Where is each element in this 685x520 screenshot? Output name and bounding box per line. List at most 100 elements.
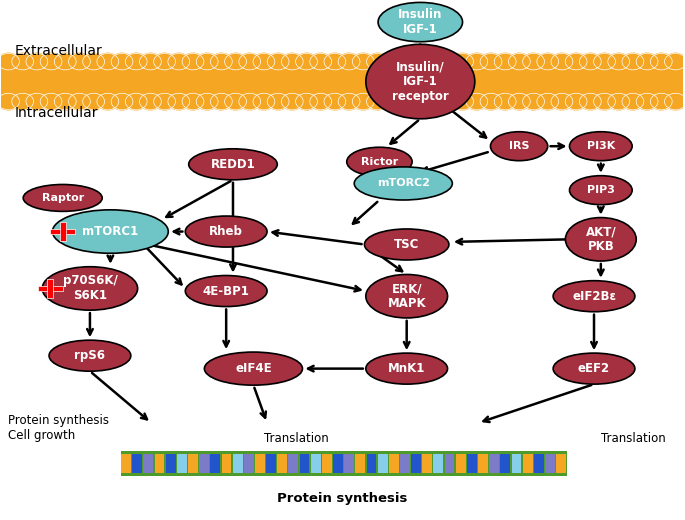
Circle shape	[622, 54, 644, 70]
Bar	[51, 229, 75, 234]
Circle shape	[338, 54, 360, 70]
Circle shape	[495, 54, 516, 70]
Bar	[1, 58, 682, 105]
Circle shape	[12, 54, 34, 70]
Circle shape	[54, 54, 76, 70]
Circle shape	[338, 93, 360, 110]
Circle shape	[366, 54, 388, 70]
Bar	[456, 454, 466, 473]
Circle shape	[324, 93, 346, 110]
Text: Insulin/
IGF-1
receptor: Insulin/ IGF-1 receptor	[392, 60, 449, 103]
Circle shape	[140, 93, 161, 110]
Bar	[345, 454, 354, 473]
Text: rpS6: rpS6	[75, 349, 105, 362]
Circle shape	[466, 93, 488, 110]
Bar	[166, 454, 175, 473]
Circle shape	[296, 93, 317, 110]
Circle shape	[153, 93, 175, 110]
Circle shape	[508, 54, 530, 70]
Circle shape	[12, 93, 34, 110]
Circle shape	[395, 93, 416, 110]
Circle shape	[267, 54, 289, 70]
Circle shape	[40, 54, 62, 70]
Text: AKT/
PKB: AKT/ PKB	[586, 225, 616, 253]
Text: Protein synthesis: Protein synthesis	[277, 492, 407, 505]
Bar	[121, 451, 566, 476]
Ellipse shape	[569, 176, 632, 205]
Circle shape	[253, 93, 275, 110]
Circle shape	[565, 93, 587, 110]
Bar	[60, 222, 66, 241]
Circle shape	[352, 54, 374, 70]
Text: ERK/
MAPK: ERK/ MAPK	[388, 282, 426, 310]
Bar	[177, 454, 187, 473]
Text: TSC: TSC	[394, 238, 419, 251]
Ellipse shape	[49, 340, 131, 371]
Bar	[389, 454, 399, 473]
Circle shape	[438, 54, 460, 70]
Circle shape	[480, 93, 502, 110]
Circle shape	[253, 54, 275, 70]
Circle shape	[650, 54, 672, 70]
Ellipse shape	[53, 210, 169, 253]
Circle shape	[182, 93, 204, 110]
Circle shape	[68, 54, 90, 70]
Bar	[155, 454, 164, 473]
Ellipse shape	[366, 44, 475, 119]
Circle shape	[296, 54, 317, 70]
Bar	[411, 454, 421, 473]
Circle shape	[210, 54, 232, 70]
Circle shape	[381, 93, 403, 110]
Circle shape	[636, 54, 658, 70]
Bar	[523, 454, 532, 473]
Circle shape	[423, 93, 445, 110]
Text: p70S6K/
S6K1: p70S6K/ S6K1	[62, 275, 117, 303]
Circle shape	[83, 93, 105, 110]
Text: Raptor: Raptor	[42, 193, 84, 203]
Text: IRS: IRS	[509, 141, 530, 151]
Circle shape	[664, 54, 685, 70]
Circle shape	[451, 54, 473, 70]
Circle shape	[153, 54, 175, 70]
Circle shape	[239, 93, 260, 110]
Circle shape	[395, 54, 416, 70]
Text: Translation: Translation	[264, 432, 328, 445]
Bar	[467, 454, 477, 473]
Text: Rictor: Rictor	[361, 157, 398, 167]
Bar	[47, 279, 53, 298]
Circle shape	[523, 93, 545, 110]
Ellipse shape	[188, 149, 277, 180]
Circle shape	[125, 54, 147, 70]
Bar	[377, 454, 388, 473]
Circle shape	[608, 54, 630, 70]
Bar	[311, 454, 321, 473]
Ellipse shape	[186, 216, 267, 247]
Ellipse shape	[42, 267, 138, 310]
Text: REDD1: REDD1	[210, 158, 256, 171]
Circle shape	[140, 54, 161, 70]
Bar	[400, 454, 410, 473]
Circle shape	[210, 93, 232, 110]
Circle shape	[225, 54, 247, 70]
Text: PIP3: PIP3	[587, 185, 614, 195]
Circle shape	[580, 54, 601, 70]
Text: mTORC1: mTORC1	[82, 225, 138, 238]
Text: 4E-BP1: 4E-BP1	[203, 284, 249, 297]
Circle shape	[267, 93, 289, 110]
Bar	[143, 454, 153, 473]
Circle shape	[97, 54, 119, 70]
Bar	[210, 454, 220, 473]
Circle shape	[111, 93, 133, 110]
Bar	[556, 454, 566, 473]
Circle shape	[197, 93, 218, 110]
Ellipse shape	[364, 229, 449, 260]
Ellipse shape	[23, 185, 102, 212]
Bar	[233, 454, 242, 473]
Text: PI3K: PI3K	[586, 141, 615, 151]
Circle shape	[480, 54, 502, 70]
Circle shape	[495, 93, 516, 110]
Ellipse shape	[569, 132, 632, 161]
Bar	[121, 454, 131, 473]
Text: eEF2: eEF2	[578, 362, 610, 375]
Ellipse shape	[553, 353, 635, 384]
